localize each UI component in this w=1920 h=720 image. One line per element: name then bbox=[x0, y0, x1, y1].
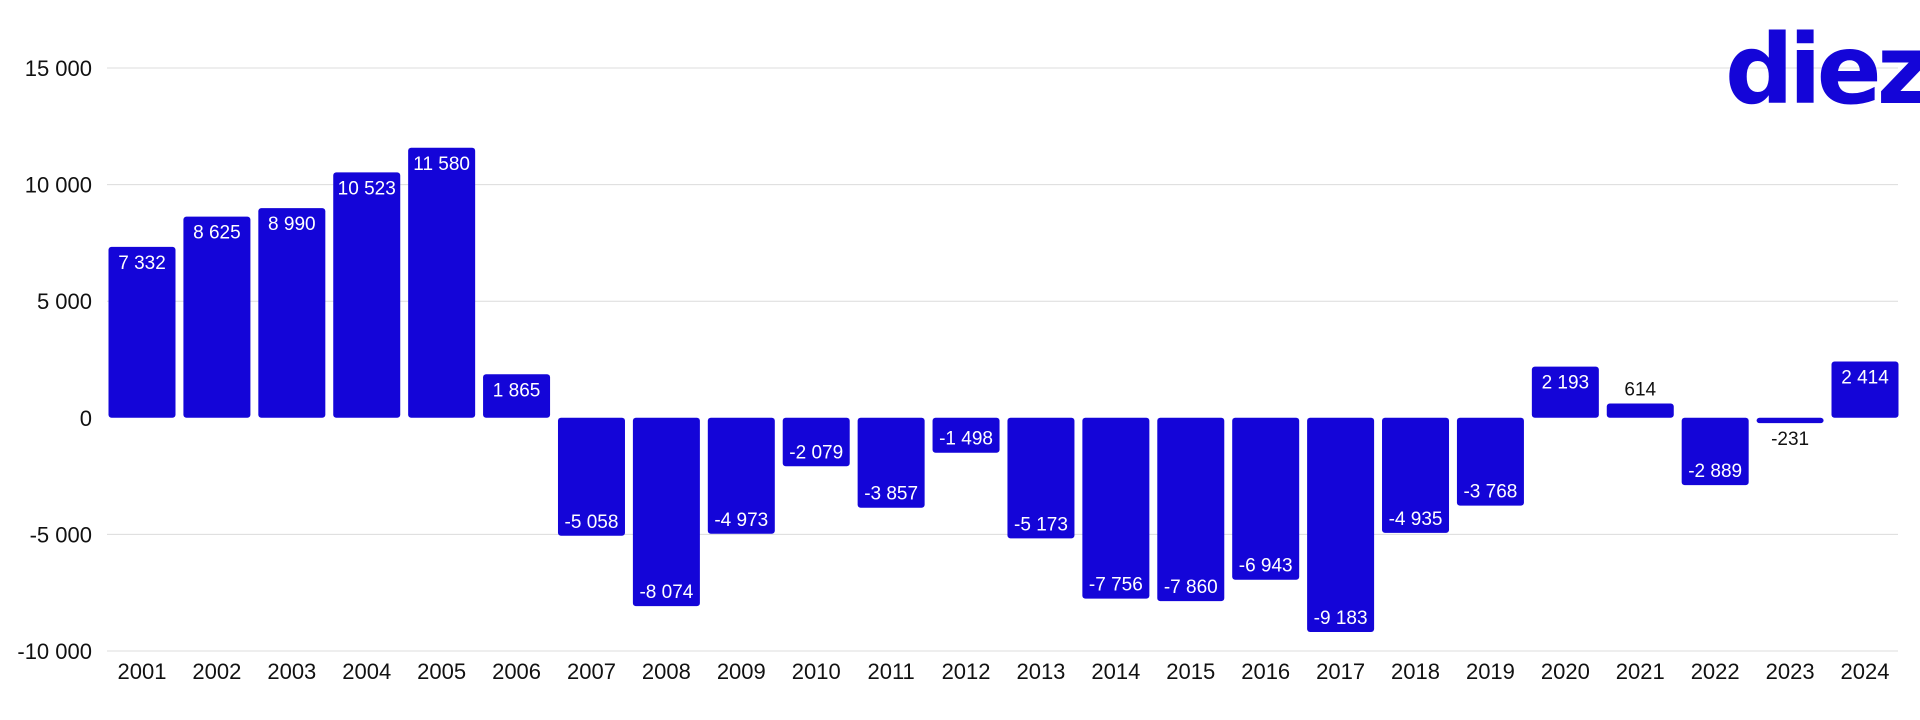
y-axis-ticks: 15 000 10 000 5 000 0 -5 000 -10 000 bbox=[17, 56, 92, 664]
bar bbox=[1307, 417, 1375, 632]
data-label: 8 625 bbox=[193, 223, 241, 244]
y-tick-label: 10 000 bbox=[25, 173, 92, 198]
y-tick-label: -5 000 bbox=[30, 522, 92, 547]
data-label: -3 857 bbox=[864, 484, 918, 505]
x-tick-label: 2012 bbox=[942, 659, 991, 684]
y-tick-label: 0 bbox=[80, 406, 92, 431]
x-tick-label: 2009 bbox=[717, 659, 766, 684]
data-label: -9 183 bbox=[1314, 608, 1368, 629]
y-tick-label: -10 000 bbox=[17, 639, 92, 664]
data-label: -6 943 bbox=[1239, 556, 1293, 577]
data-label: -8 074 bbox=[639, 582, 693, 603]
bar bbox=[483, 374, 551, 418]
data-label: 11 580 bbox=[413, 154, 470, 175]
x-tick-label: 2008 bbox=[642, 659, 691, 684]
bar bbox=[1382, 417, 1450, 533]
bar bbox=[1232, 417, 1300, 580]
diez-logo: diez bbox=[1725, 14, 1920, 126]
x-tick-label: 2014 bbox=[1091, 659, 1140, 684]
x-tick-label: 2002 bbox=[192, 659, 241, 684]
x-tick-label: 2019 bbox=[1466, 659, 1515, 684]
bar bbox=[108, 246, 176, 418]
x-tick-label: 2020 bbox=[1541, 659, 1590, 684]
data-label: 2 414 bbox=[1841, 368, 1889, 389]
x-axis-ticks: 2001 2002 2003 2004 2005 2006 2007 2008 2009 2010… bbox=[118, 659, 1890, 684]
bar bbox=[932, 417, 1000, 453]
y-tick-label: 15 000 bbox=[25, 56, 92, 81]
bar bbox=[857, 417, 925, 508]
bar bbox=[782, 417, 850, 467]
data-label: 7 332 bbox=[118, 253, 166, 274]
data-label: -231 bbox=[1771, 429, 1809, 450]
x-tick-label: 2004 bbox=[342, 659, 391, 684]
bar bbox=[1606, 403, 1674, 418]
x-tick-label: 2024 bbox=[1841, 659, 1890, 684]
bar bbox=[1157, 417, 1225, 602]
bar bbox=[1831, 361, 1899, 418]
x-tick-label: 2007 bbox=[567, 659, 616, 684]
gridlines bbox=[107, 67, 1898, 652]
bar bbox=[1681, 417, 1749, 486]
bar bbox=[183, 216, 251, 418]
x-tick-label: 2017 bbox=[1316, 659, 1365, 684]
bars bbox=[108, 147, 1899, 632]
x-tick-label: 2021 bbox=[1616, 659, 1665, 684]
x-tick-label: 2023 bbox=[1766, 659, 1815, 684]
x-tick-label: 2018 bbox=[1391, 659, 1440, 684]
data-labels: 7 332 8 625 8 990 10 523 11 580 1 865 -5 058 -8… bbox=[118, 154, 1889, 629]
data-label: -7 860 bbox=[1164, 577, 1218, 598]
x-tick-label: 2015 bbox=[1166, 659, 1215, 684]
x-tick-label: 2016 bbox=[1241, 659, 1290, 684]
data-label: 614 bbox=[1624, 379, 1656, 400]
bar bbox=[258, 208, 326, 418]
bar bbox=[408, 147, 476, 418]
data-label: -5 173 bbox=[1014, 514, 1068, 535]
data-label: -1 498 bbox=[939, 429, 993, 450]
x-tick-label: 2022 bbox=[1691, 659, 1740, 684]
bar bbox=[1531, 366, 1599, 418]
data-label: -5 058 bbox=[565, 512, 619, 533]
x-tick-label: 2006 bbox=[492, 659, 541, 684]
data-label: 2 193 bbox=[1542, 373, 1590, 394]
data-label: -2 889 bbox=[1688, 461, 1742, 482]
x-tick-label: 2010 bbox=[792, 659, 841, 684]
data-label: -2 079 bbox=[789, 442, 843, 463]
y-tick-label: 5 000 bbox=[37, 289, 92, 314]
x-tick-label: 2011 bbox=[867, 659, 914, 684]
bar bbox=[632, 417, 700, 607]
data-label: 1 865 bbox=[493, 380, 541, 401]
bar bbox=[1082, 417, 1150, 599]
x-tick-label: 2003 bbox=[267, 659, 316, 684]
data-label: -7 756 bbox=[1089, 575, 1143, 596]
bar bbox=[1756, 417, 1824, 424]
data-label: 10 523 bbox=[338, 178, 396, 199]
data-label: -3 768 bbox=[1463, 482, 1517, 503]
data-label: 8 990 bbox=[268, 214, 316, 235]
bar bbox=[707, 417, 775, 534]
x-tick-label: 2001 bbox=[118, 659, 167, 684]
x-tick-label: 2013 bbox=[1016, 659, 1065, 684]
bar bbox=[333, 172, 401, 418]
bar bbox=[1456, 417, 1524, 506]
x-tick-label: 2005 bbox=[417, 659, 466, 684]
data-label: -4 935 bbox=[1389, 509, 1443, 530]
bar bbox=[557, 417, 625, 536]
data-label: -4 973 bbox=[714, 510, 768, 531]
bar bbox=[1007, 417, 1075, 539]
